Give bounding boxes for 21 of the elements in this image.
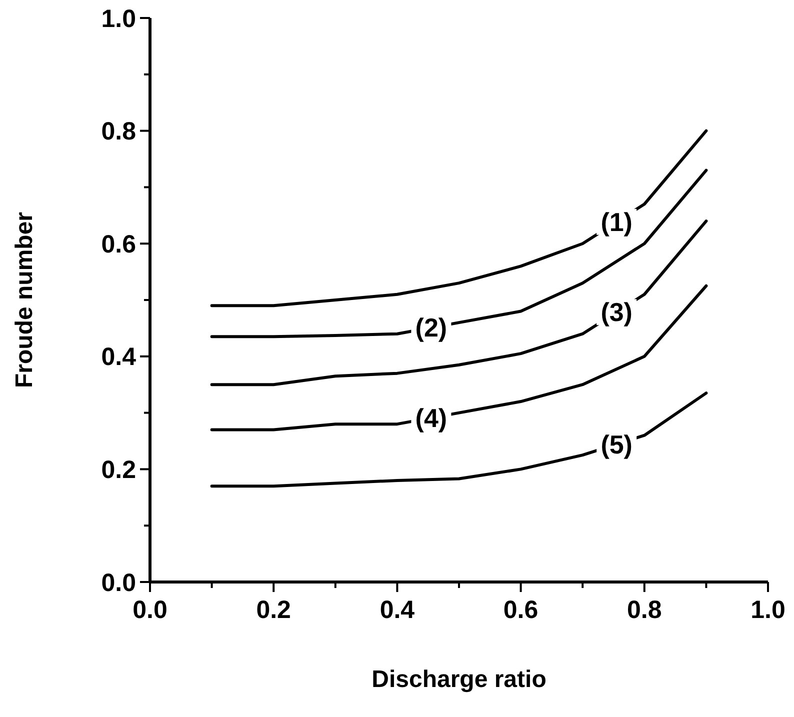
y-tick-label: 0.0	[101, 568, 136, 597]
x-tick-label: 1.0	[750, 596, 786, 624]
x-tick-label: 0.6	[503, 596, 538, 624]
y-tick-label: 0.2	[101, 456, 136, 484]
y-tick-label: 0.4	[101, 343, 136, 372]
series-label: (1)	[600, 206, 632, 237]
series-label: (5)	[600, 429, 632, 460]
y-tick-label: 0.8	[101, 118, 136, 146]
line-series	[210, 392, 708, 488]
series-label: (4)	[415, 402, 448, 433]
x-tick-label: 0.4	[380, 596, 415, 624]
y-axis-title: Froude number	[11, 212, 38, 388]
y-tick-label: 0.6	[101, 230, 136, 258]
x-tick-label: 0.0	[132, 596, 168, 624]
y-tick-label: 1.0	[101, 4, 136, 33]
series-label: (2)	[415, 312, 448, 343]
x-tick-label: 0.2	[256, 596, 291, 624]
line-series	[210, 284, 708, 432]
x-axis-title: Discharge ratio	[372, 666, 546, 693]
series-label: (3)	[600, 297, 632, 328]
x-tick-label: 0.8	[627, 596, 662, 624]
